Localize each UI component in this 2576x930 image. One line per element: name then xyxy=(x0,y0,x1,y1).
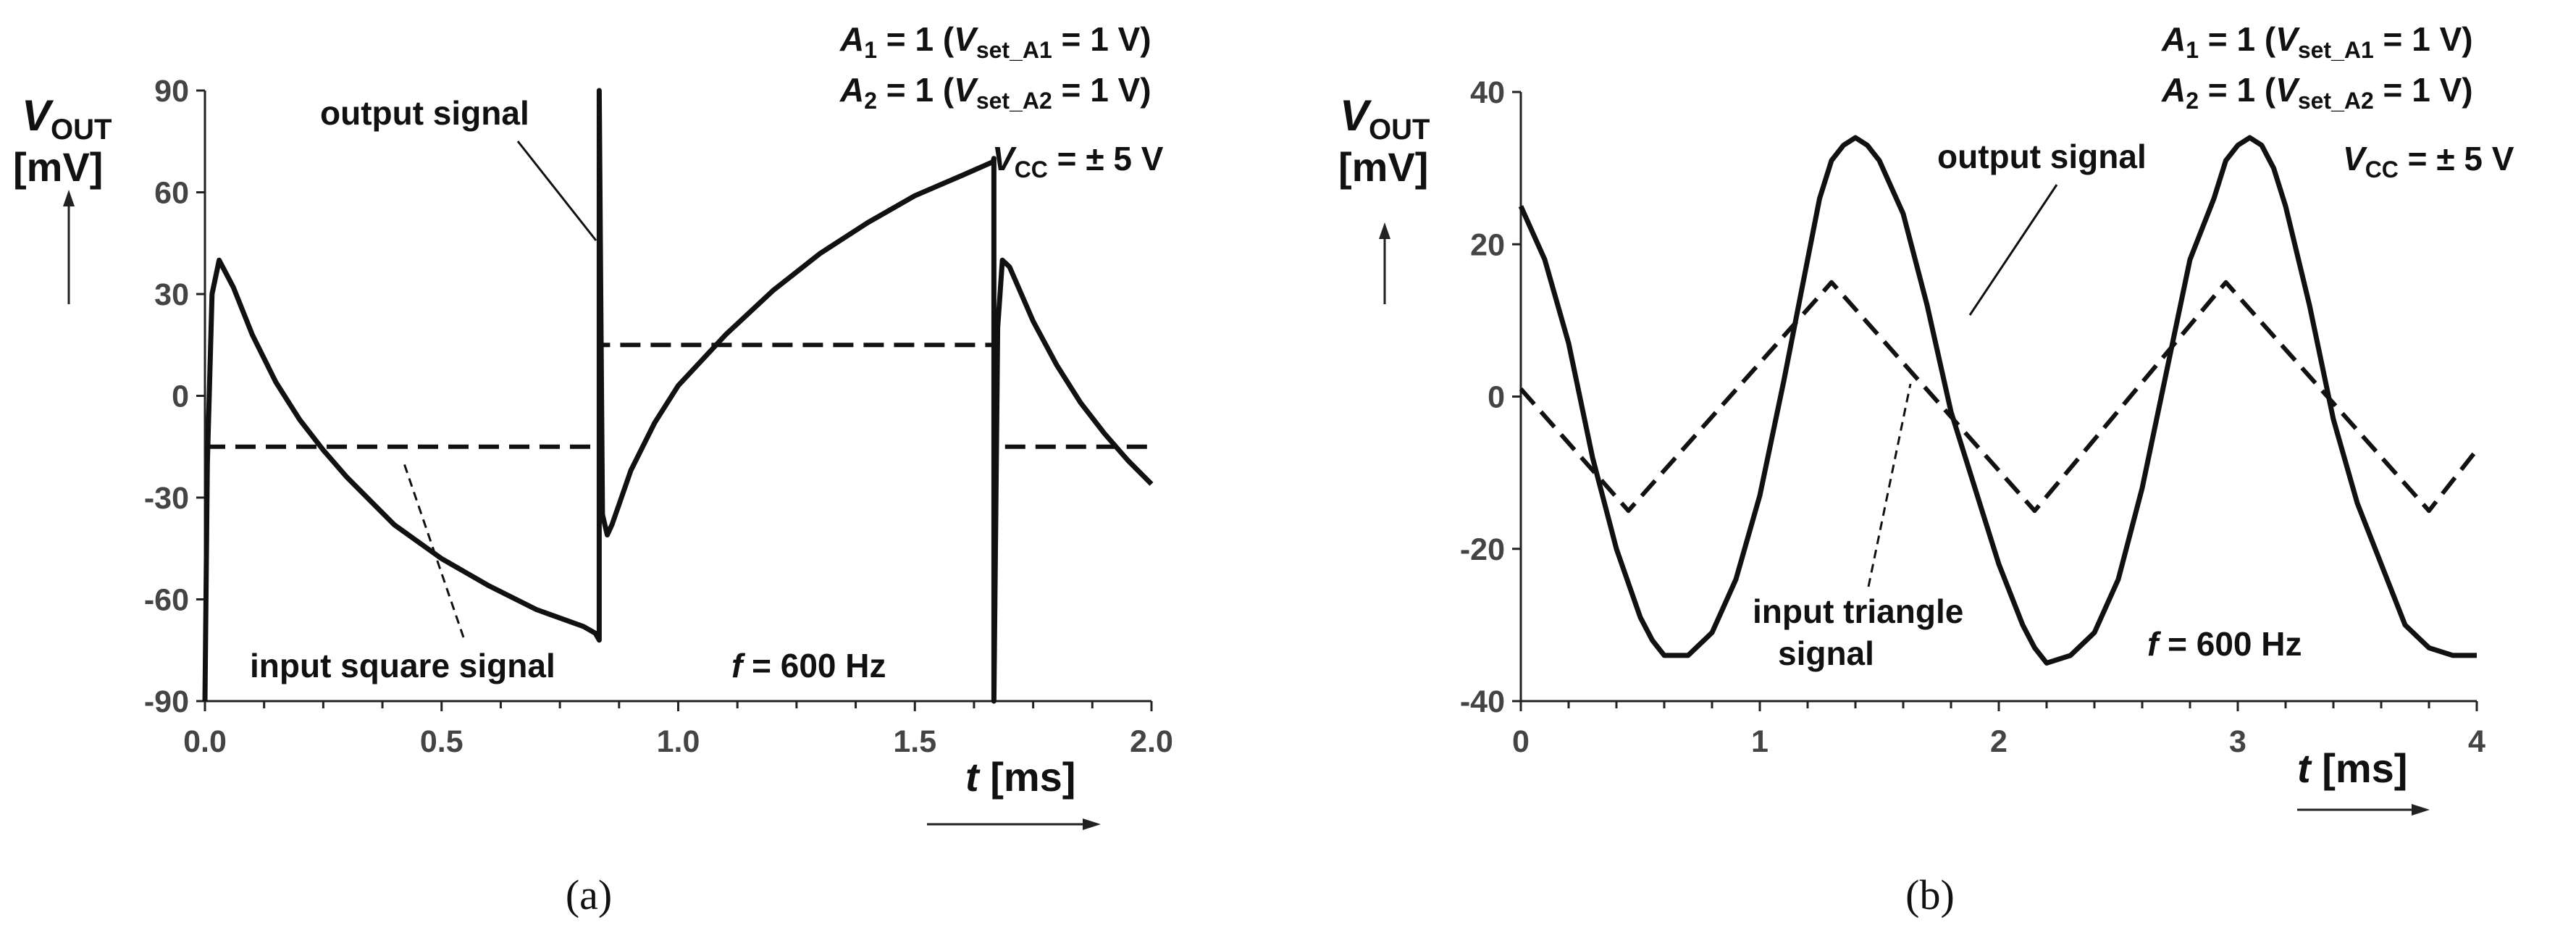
y-tick-label: 90 xyxy=(154,74,189,109)
x-tick-label: 2.0 xyxy=(1130,724,1173,759)
x-tick-label: 0.5 xyxy=(420,724,463,759)
y-tick-label: 20 xyxy=(1470,227,1505,262)
annotation-input-arrow-b xyxy=(1867,383,1912,587)
x-tick-label: 0 xyxy=(1512,724,1530,759)
y-tick-label: 40 xyxy=(1470,75,1505,110)
annotation-output-arrow-b xyxy=(1968,184,2058,316)
condition-a1-a: A1 = 1 (Vset_A1 = 1 V) xyxy=(839,20,1151,63)
series-input-signal xyxy=(205,343,1151,449)
condition-a2-a: A2 = 1 (Vset_A2 = 1 V) xyxy=(839,71,1151,114)
series-output-signal xyxy=(1518,135,2477,666)
vcc-label-a: VCC = ± 5 V xyxy=(992,140,1164,183)
y-axis-label-b: VOUT xyxy=(1340,91,1430,146)
caption-a: (a) xyxy=(566,871,612,918)
y-tick-label: 0 xyxy=(172,380,189,414)
x-tick-label: 1.0 xyxy=(657,724,700,759)
x-axis-label-a: t [ms] xyxy=(965,754,1075,800)
chart-panel-b: -40 -20 0 20 40 0 1 2 3 4 VOUT [mV] t [ms] A1 = … xyxy=(1338,20,2514,918)
annotation-output-signal-b: output signal xyxy=(1937,138,2147,175)
x-tick-label: 0.0 xyxy=(183,724,227,759)
chart-panel-a: -90 -60 -30 0 30 60 90 0.0 0.5 1.0 1.5 2.0 VOUT [m… xyxy=(13,20,1173,918)
y-tick-label: 30 xyxy=(154,277,189,312)
y-tick-label: -30 xyxy=(144,481,189,516)
x-tick-label: 1 xyxy=(1751,724,1769,759)
series-output-signal xyxy=(202,88,1154,704)
vcc-label-b: VCC = ± 5 V xyxy=(2343,140,2514,183)
x-axis-arrowhead-a xyxy=(1083,818,1101,830)
y-axis-label-a: VOUT xyxy=(22,91,112,146)
caption-b: (b) xyxy=(1905,871,1955,918)
y-tick-label: -20 xyxy=(1460,532,1505,567)
x-axis-label-b: t [ms] xyxy=(2297,745,2407,791)
annotation-input-signal-a: input square signal xyxy=(250,647,555,684)
x-tick-label: 3 xyxy=(2229,724,2246,759)
y-tick-label: -60 xyxy=(144,583,189,618)
condition-a1-b: A1 = 1 (Vset_A1 = 1 V) xyxy=(2161,20,2473,63)
y-axis-unit-a: [mV] xyxy=(13,144,103,190)
y-axis-unit-b: [mV] xyxy=(1338,144,1428,190)
y-tick-label: -40 xyxy=(1460,684,1505,719)
x-axis-arrowhead-b xyxy=(2412,804,2430,816)
frequency-label-a: f = 600 Hz xyxy=(731,647,886,684)
x-tick-label: 1.5 xyxy=(893,724,936,759)
y-tick-label: -90 xyxy=(144,684,189,719)
x-tick-label: 2 xyxy=(1990,724,2007,759)
y-axis-arrowhead-b xyxy=(1379,222,1390,239)
y-axis-arrowhead-a xyxy=(63,190,75,206)
annotation-output-signal-a: output signal xyxy=(320,94,529,132)
y-tick-label: 60 xyxy=(154,176,189,211)
annotation-input-arrow-a xyxy=(403,463,465,638)
frequency-label-b: f = 600 Hz xyxy=(2147,625,2302,663)
y-tick-label: 0 xyxy=(1488,380,1505,415)
annotation-output-arrow-a xyxy=(516,141,597,241)
series-input-signal xyxy=(1519,280,2479,514)
condition-a2-b: A2 = 1 (Vset_A2 = 1 V) xyxy=(2161,71,2473,114)
x-tick-label: 4 xyxy=(2468,724,2485,759)
annotation-input-signal-b-line1: input triangle signal xyxy=(1753,592,1963,672)
